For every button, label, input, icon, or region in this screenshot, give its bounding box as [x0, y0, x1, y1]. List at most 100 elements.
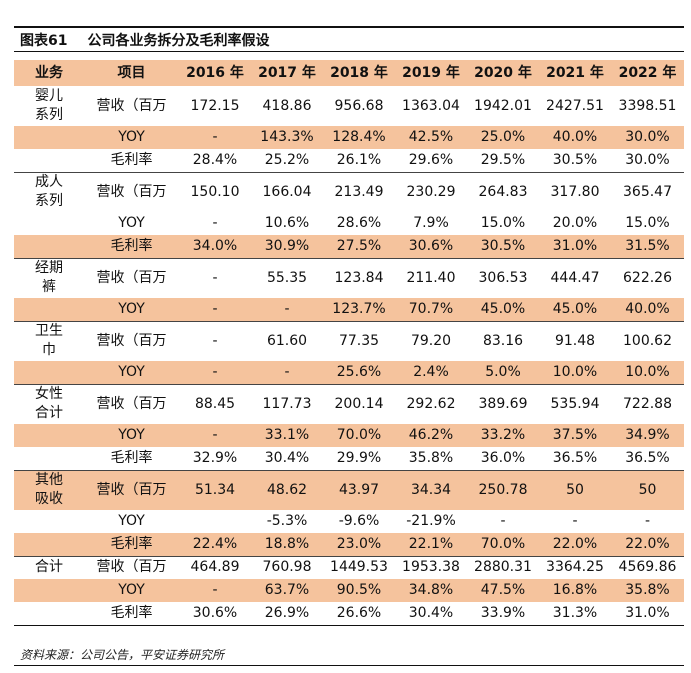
- figure-title: 公司各业务拆分及毛利率假设: [87, 32, 270, 49]
- business-cell: [14, 533, 84, 556]
- value-cell: 306.53: [467, 257, 539, 298]
- figure-title-bar: 图表61 公司各业务拆分及毛利率假设: [14, 26, 684, 52]
- item-cell: YOY: [118, 427, 145, 443]
- item-cell: YOY: [118, 582, 145, 598]
- value-cell: 83.16: [467, 320, 539, 361]
- value-cell: 123.7%: [332, 300, 386, 317]
- item-cell: YOY: [118, 513, 145, 529]
- value-cell: 37.5%: [552, 427, 598, 443]
- item-cell: YOY: [118, 300, 145, 317]
- value-cell: 10.6%: [264, 215, 310, 231]
- value-cell: 2880.31: [467, 555, 539, 579]
- value-cell: -: [179, 320, 251, 361]
- value-cell: 79.20: [395, 320, 467, 361]
- value-cell: 2427.51: [546, 97, 604, 114]
- business-cell: [14, 510, 84, 533]
- value-cell: 63.7%: [264, 582, 310, 598]
- value-cell: 143.3%: [260, 129, 314, 145]
- business-label: 吸收: [35, 491, 63, 508]
- value-cell: 622.26: [611, 257, 684, 298]
- value-cell: 418.86: [262, 97, 312, 114]
- value-cell: 70.0%: [480, 535, 526, 552]
- value-cell: 34.9%: [625, 427, 670, 443]
- value-cell: 535.94: [539, 383, 611, 424]
- value-cell: 36.5%: [552, 449, 598, 466]
- value-cell: 22.4%: [192, 535, 238, 552]
- value-cell: 91.48: [539, 320, 611, 361]
- value-cell: 29.9%: [336, 449, 382, 466]
- item-cell: 毛利率: [110, 151, 153, 168]
- table-row: 毛利率 28.4% 25.2% 26.1% 29.6% 29.5% 30.5% 30.0%: [14, 149, 684, 172]
- value-cell: 18.8%: [264, 535, 310, 552]
- header-2020: 2020 年: [474, 64, 532, 81]
- item-cell: 营收（百万: [96, 97, 167, 114]
- item-cell: 营收（百万: [84, 555, 179, 579]
- value-cell: [179, 510, 251, 533]
- value-cell: 30.4%: [264, 449, 310, 466]
- value-cell: 88.45: [179, 383, 251, 424]
- header-2022: 2022 年: [618, 64, 677, 81]
- business-label: 婴儿: [35, 88, 63, 104]
- value-cell: 33.9%: [467, 602, 539, 626]
- value-cell: 70.7%: [408, 300, 454, 317]
- value-cell: -: [179, 257, 251, 298]
- business-label: 女性: [35, 386, 63, 403]
- value-cell: 42.5%: [408, 129, 454, 145]
- value-cell: 1953.38: [395, 555, 467, 579]
- business-cell: 合计: [14, 555, 84, 579]
- value-cell: 150.10: [179, 171, 251, 212]
- value-cell: 70.0%: [336, 427, 382, 443]
- business-cell: [14, 361, 84, 384]
- value-cell: 5.0%: [485, 363, 521, 380]
- value-cell: 30.6%: [408, 237, 454, 254]
- value-cell: 200.14: [323, 383, 395, 424]
- item-cell: YOY: [118, 363, 145, 380]
- value-cell: 30.6%: [179, 602, 251, 626]
- value-cell: 47.5%: [480, 582, 526, 598]
- item-cell: 毛利率: [110, 535, 153, 552]
- value-cell: 30.9%: [264, 237, 310, 254]
- business-label: 合计: [35, 559, 63, 576]
- business-label: 卫生: [35, 323, 63, 340]
- item-cell: 毛利率: [110, 237, 153, 254]
- item-cell: 营收（百万: [84, 171, 179, 212]
- value-cell: 25.2%: [264, 151, 310, 168]
- header-business: 业务: [35, 64, 63, 81]
- value-cell: 36.5%: [625, 449, 670, 466]
- value-cell: 760.98: [251, 555, 323, 579]
- value-cell: 166.04: [251, 171, 323, 212]
- table-row: YOY - 10.6% 28.6% 7.9% 15.0% 20.0% 15.0%: [14, 212, 684, 235]
- value-cell: 213.49: [323, 171, 395, 212]
- value-cell: 23.0%: [336, 535, 382, 552]
- value-cell: 30.0%: [625, 151, 670, 168]
- value-cell: 172.15: [190, 97, 240, 114]
- value-cell: 55.35: [251, 257, 323, 298]
- value-cell: 33.1%: [264, 427, 310, 443]
- value-cell: -9.6%: [338, 513, 380, 529]
- value-cell: 26.6%: [323, 602, 395, 626]
- business-cell: [14, 602, 84, 626]
- value-cell: 46.2%: [408, 427, 454, 443]
- value-cell: 2.4%: [413, 363, 449, 380]
- value-cell: 31.0%: [552, 237, 598, 254]
- value-cell: 10.0%: [552, 363, 598, 380]
- business-cell: [14, 447, 84, 470]
- value-cell: 50: [611, 469, 684, 510]
- table-row: 毛利率 30.6% 26.9% 26.6% 30.4% 33.9% 31.3% 31.0%: [14, 602, 684, 626]
- header-2017: 2017 年: [258, 64, 316, 81]
- value-cell: 26.1%: [336, 151, 382, 168]
- value-cell: 7.9%: [413, 215, 449, 231]
- value-cell: 317.80: [539, 171, 611, 212]
- value-cell: 20.0%: [552, 215, 598, 231]
- value-cell: 389.69: [467, 383, 539, 424]
- item-cell: 毛利率: [84, 602, 179, 626]
- value-cell: 292.62: [395, 383, 467, 424]
- figure-number: 图表61: [20, 32, 68, 49]
- value-cell: 33.2%: [480, 427, 526, 443]
- table-row: 毛利率 34.0% 30.9% 27.5% 30.6% 30.5% 31.0% 31.5%: [14, 235, 684, 258]
- value-cell: 34.34: [395, 469, 467, 510]
- value-cell: 30.0%: [625, 129, 670, 145]
- value-cell: 40.0%: [552, 129, 598, 145]
- table-row: YOY - 63.7% 90.5% 34.8% 47.5% 16.8% 35.8%: [14, 579, 684, 602]
